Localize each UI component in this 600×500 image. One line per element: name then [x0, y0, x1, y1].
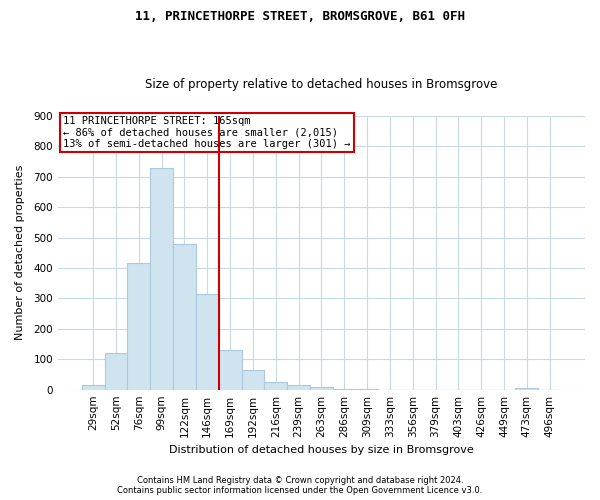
Bar: [196, 294, 219, 390]
Bar: [333, 389, 356, 390]
Title: Size of property relative to detached houses in Bromsgrove: Size of property relative to detached ho…: [145, 78, 497, 91]
X-axis label: Distribution of detached houses by size in Bromsgrove: Distribution of detached houses by size …: [169, 445, 474, 455]
Bar: [356, 389, 379, 390]
Bar: [104, 353, 127, 390]
Text: 11 PRINCETHORPE STREET: 165sqm
← 86% of detached houses are smaller (2,015)
13% : 11 PRINCETHORPE STREET: 165sqm ← 86% of …: [63, 116, 350, 149]
Bar: [127, 264, 150, 390]
Text: 11, PRINCETHORPE STREET, BROMSGROVE, B61 0FH: 11, PRINCETHORPE STREET, BROMSGROVE, B61…: [135, 10, 465, 23]
Bar: [265, 382, 287, 390]
Bar: [82, 385, 104, 390]
Bar: [515, 388, 538, 390]
Text: Contains HM Land Registry data © Crown copyright and database right 2024.
Contai: Contains HM Land Registry data © Crown c…: [118, 476, 482, 495]
Y-axis label: Number of detached properties: Number of detached properties: [15, 165, 25, 340]
Bar: [219, 350, 242, 390]
Bar: [173, 244, 196, 390]
Bar: [242, 370, 265, 390]
Bar: [150, 168, 173, 390]
Bar: [310, 387, 333, 390]
Bar: [287, 385, 310, 390]
